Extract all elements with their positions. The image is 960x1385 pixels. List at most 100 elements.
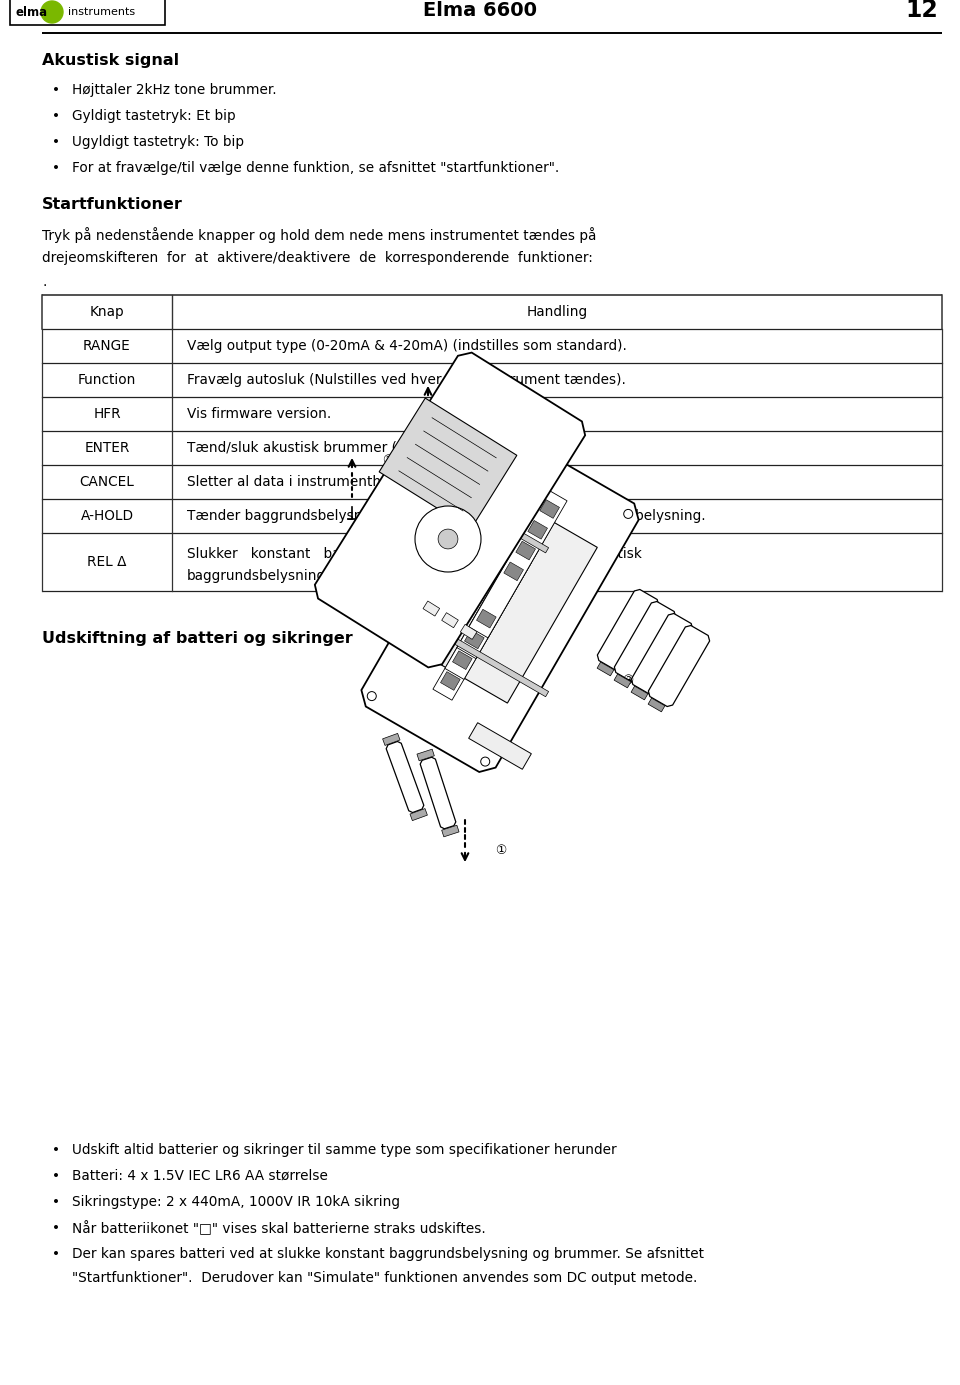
Polygon shape — [504, 562, 523, 580]
Text: 12: 12 — [905, 0, 938, 22]
Text: •: • — [52, 134, 60, 150]
Bar — [42, 330, 942, 363]
Bar — [42, 499, 942, 533]
Circle shape — [41, 1, 63, 24]
Polygon shape — [423, 601, 440, 616]
Text: •: • — [52, 1169, 60, 1183]
Polygon shape — [442, 612, 458, 627]
Polygon shape — [451, 493, 548, 553]
Polygon shape — [433, 553, 531, 701]
Text: Højttaler 2kHz tone brummer.: Højttaler 2kHz tone brummer. — [72, 83, 276, 97]
Text: "Startfunktioner".  Derudover kan "Simulate" funktionen anvendes som DC output m: "Startfunktioner". Derudover kan "Simula… — [72, 1271, 697, 1285]
Text: Der kan spares batteri ved at slukke konstant baggrundsbelysning og brummer. Se : Der kan spares batteri ved at slukke kon… — [72, 1246, 704, 1260]
Circle shape — [511, 445, 519, 453]
Text: Slukker   konstant   baggrundsbelysning   og   starter   automatisk: Slukker konstant baggrundsbelysning og s… — [187, 547, 642, 561]
Polygon shape — [386, 741, 423, 813]
Circle shape — [415, 506, 481, 572]
Polygon shape — [441, 672, 460, 690]
Text: drejeomskifteren  for  at  aktivere/deaktivere  de  korresponderende  funktioner: drejeomskifteren for at aktivere/deaktiv… — [42, 251, 593, 265]
Polygon shape — [402, 488, 597, 704]
Polygon shape — [648, 626, 709, 706]
Polygon shape — [476, 609, 496, 627]
Text: •: • — [52, 1195, 60, 1209]
Polygon shape — [420, 758, 456, 828]
Text: elma: elma — [16, 6, 48, 18]
Text: Akustisk signal: Akustisk signal — [42, 53, 180, 68]
Polygon shape — [614, 601, 676, 683]
Text: Gyldigt tastetryk: Et bip: Gyldigt tastetryk: Et bip — [72, 109, 235, 123]
Bar — [42, 533, 942, 591]
Polygon shape — [457, 511, 555, 659]
Text: Sletter al data i instrumenthukommelse.: Sletter al data i instrumenthukommelse. — [187, 475, 465, 489]
Text: Udskiftning af batteri og sikringer: Udskiftning af batteri og sikringer — [42, 632, 352, 645]
Polygon shape — [597, 590, 659, 670]
Text: REL Δ: REL Δ — [87, 555, 127, 569]
Text: •: • — [52, 1246, 60, 1260]
Text: Elma 6600: Elma 6600 — [423, 0, 537, 19]
Polygon shape — [528, 521, 547, 539]
Text: •: • — [52, 83, 60, 97]
Polygon shape — [540, 500, 560, 518]
Text: Function: Function — [78, 373, 136, 386]
Polygon shape — [315, 353, 586, 668]
Text: Startfunktioner: Startfunktioner — [42, 197, 182, 212]
Text: Udskift altid batterier og sikringer til samme type som specifikationer herunder: Udskift altid batterier og sikringer til… — [72, 1143, 616, 1156]
Text: ②: ② — [382, 453, 394, 467]
Text: •: • — [52, 1143, 60, 1156]
Circle shape — [481, 758, 490, 766]
Text: For at fravælge/til vælge denne funktion, se afsnittet "startfunktioner".: For at fravælge/til vælge denne funktion… — [72, 161, 560, 175]
Bar — [42, 397, 942, 431]
Polygon shape — [648, 698, 665, 712]
Circle shape — [368, 691, 376, 701]
Polygon shape — [468, 490, 567, 638]
Text: Tryk på nedenstående knapper og hold dem nede mens instrumentet tændes på: Tryk på nedenstående knapper og hold dem… — [42, 227, 596, 242]
Text: RANGE: RANGE — [84, 339, 131, 353]
Text: Tænd/sluk akustisk brummer (indstilles som standard).: Tænd/sluk akustisk brummer (indstilles s… — [187, 440, 565, 456]
Text: •: • — [52, 161, 60, 175]
Text: Tænder baggrundsbelysning og fravælger automatisk baggrundsbelysning.: Tænder baggrundsbelysning og fravælger a… — [187, 510, 706, 524]
Text: ENTER: ENTER — [84, 440, 130, 456]
Text: Sikringstype: 2 x 440mA, 1000V IR 10kA sikring: Sikringstype: 2 x 440mA, 1000V IR 10kA s… — [72, 1195, 400, 1209]
Text: Vis firmware version.: Vis firmware version. — [187, 407, 331, 421]
Polygon shape — [451, 637, 548, 697]
Polygon shape — [410, 809, 427, 821]
Polygon shape — [444, 532, 543, 680]
Polygon shape — [614, 674, 631, 688]
Bar — [42, 295, 942, 330]
Polygon shape — [597, 662, 613, 676]
Text: Fravælg autosluk (Nulstilles ved hver gang instrument tændes).: Fravælg autosluk (Nulstilles ved hver ga… — [187, 373, 626, 386]
Text: Batteri: 4 x 1.5V IEC LR6 AA størrelse: Batteri: 4 x 1.5V IEC LR6 AA størrelse — [72, 1169, 328, 1183]
Bar — [42, 431, 942, 465]
Text: Handling: Handling — [526, 305, 588, 319]
Text: Ugyldigt tastetryk: To bip: Ugyldigt tastetryk: To bip — [72, 134, 244, 150]
Text: CANCEL: CANCEL — [80, 475, 134, 489]
Text: HFR: HFR — [93, 407, 121, 421]
Text: ③: ③ — [622, 673, 634, 687]
Bar — [42, 465, 942, 499]
Circle shape — [438, 529, 458, 548]
Text: baggrundsbelysning.: baggrundsbelysning. — [187, 569, 330, 583]
Polygon shape — [461, 625, 477, 640]
Text: •: • — [52, 109, 60, 123]
Polygon shape — [468, 723, 531, 769]
Text: ①: ① — [495, 843, 506, 856]
Text: •: • — [52, 1222, 60, 1235]
Polygon shape — [516, 542, 536, 560]
Circle shape — [624, 510, 633, 518]
Polygon shape — [631, 686, 648, 699]
Polygon shape — [632, 614, 692, 694]
Text: instruments: instruments — [68, 7, 135, 17]
Polygon shape — [417, 749, 434, 760]
Polygon shape — [465, 630, 484, 648]
Polygon shape — [442, 825, 459, 837]
Text: Når batteriikonet "□" vises skal batterierne straks udskiftes.: Når batteriikonet "□" vises skal batteri… — [72, 1222, 486, 1235]
Text: Knap: Knap — [89, 305, 124, 319]
Text: Vælg output type (0-20mA & 4-20mA) (indstilles som standard).: Vælg output type (0-20mA & 4-20mA) (inds… — [187, 339, 627, 353]
Polygon shape — [383, 734, 400, 745]
Text: .: . — [42, 276, 46, 289]
Text: A-HOLD: A-HOLD — [81, 510, 133, 524]
Bar — [10, 0, 165, 25]
Polygon shape — [379, 397, 516, 529]
Polygon shape — [361, 438, 638, 771]
Bar — [42, 363, 942, 397]
